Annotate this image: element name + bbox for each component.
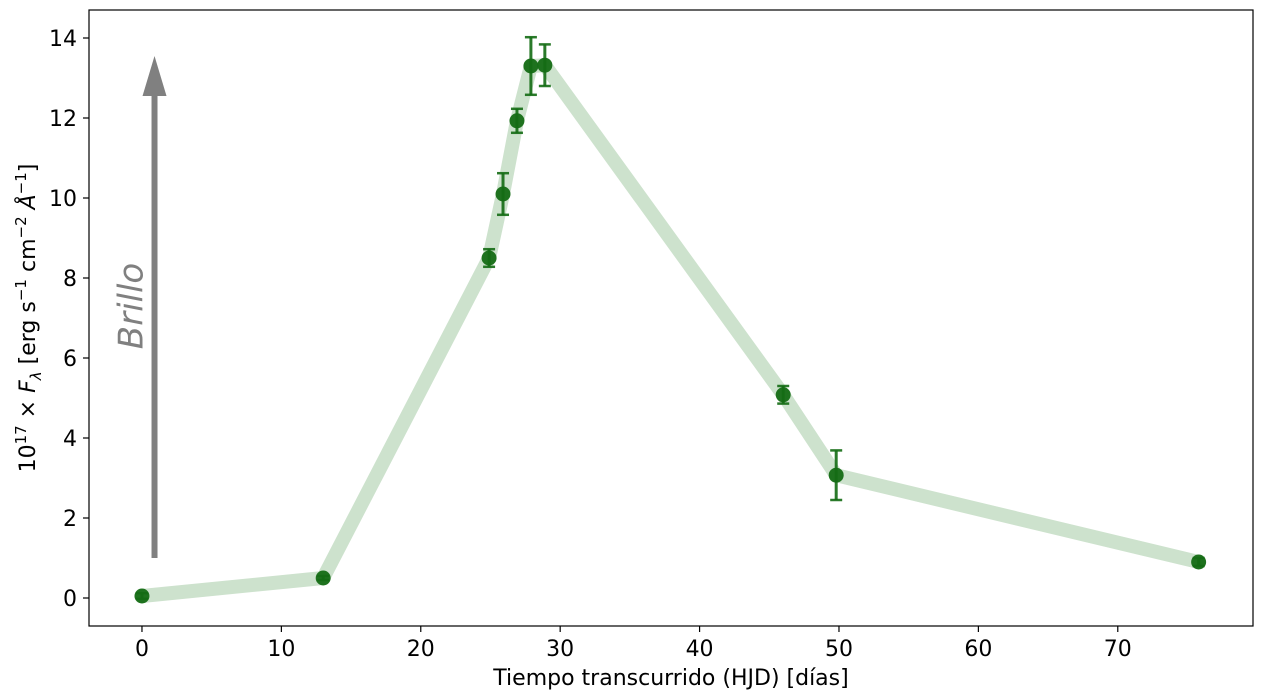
data-point <box>495 186 511 202</box>
data-point <box>523 58 539 74</box>
y-tick-label: 6 <box>63 347 77 372</box>
x-tick-label: 20 <box>407 637 435 662</box>
annotation-layer: Brillo <box>112 56 167 558</box>
y-tick-label: 8 <box>63 267 77 292</box>
x-tick-label: 40 <box>686 637 714 662</box>
x-tick-label: 60 <box>964 637 992 662</box>
y-tick-label: 4 <box>63 427 77 452</box>
data-point <box>509 113 525 129</box>
x-tick-label: 50 <box>825 637 853 662</box>
x-tick-label: 0 <box>135 637 149 662</box>
y-tick-label: 10 <box>49 187 77 212</box>
series-line-layer <box>134 58 1206 603</box>
x-tick-label: 70 <box>1104 637 1132 662</box>
x-axis-title: Tiempo transcurrido (HJD) [días] <box>492 666 848 691</box>
data-point <box>134 588 150 604</box>
y-axis-title: 1017 × Fλ [erg s−1 cm−2 Å−1] <box>12 164 45 473</box>
y-tick-label: 2 <box>63 507 77 532</box>
data-point <box>315 570 331 586</box>
series-line <box>134 58 1206 603</box>
data-point <box>537 57 553 73</box>
data-point <box>481 250 497 266</box>
annotation-label: Brillo <box>112 263 152 349</box>
x-axis-ticks: 0 10 20 30 40 50 60 70 <box>135 626 1132 662</box>
y-tick-label: 14 <box>49 27 77 52</box>
y-tick-label: 12 <box>49 107 77 132</box>
plot-frame <box>88 9 1254 627</box>
x-tick-label: 10 <box>267 637 295 662</box>
annotation-arrow-head <box>142 56 167 96</box>
data-point-layer <box>134 57 1207 604</box>
data-point <box>775 387 791 403</box>
y-tick-label: 0 <box>63 587 77 612</box>
x-tick-label: 30 <box>546 637 574 662</box>
data-point <box>828 467 844 483</box>
data-point <box>1191 554 1207 570</box>
y-axis-ticks: 0 2 4 6 8 10 12 14 <box>49 27 89 612</box>
